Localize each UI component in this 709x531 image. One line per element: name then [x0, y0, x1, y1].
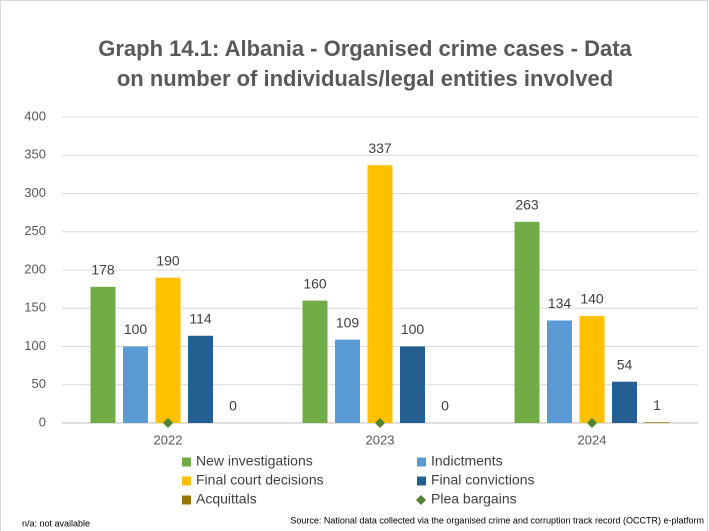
- value-label: 0: [229, 398, 237, 414]
- legend-swatch: [417, 476, 426, 486]
- plea-marker: [375, 418, 385, 428]
- bar: [514, 221, 540, 423]
- bar: [547, 320, 572, 423]
- bar: [302, 300, 328, 423]
- bar: [123, 346, 148, 423]
- y-tick-label: 200: [24, 261, 46, 276]
- value-label: 114: [189, 310, 212, 326]
- legend-label: New investigations: [196, 453, 313, 469]
- x-tick-label: 2022: [154, 432, 183, 447]
- value-label: 263: [515, 197, 539, 213]
- legend-label: Final court decisions: [196, 472, 324, 488]
- y-tick-label: 250: [24, 223, 46, 238]
- y-tick-label: 350: [24, 147, 46, 162]
- value-label: 109: [336, 314, 360, 330]
- legend-swatch: [182, 457, 191, 467]
- y-tick-label: 50: [32, 376, 46, 391]
- chart-title: on number of individuals/legal entities …: [117, 66, 613, 91]
- value-label: 134: [548, 295, 572, 311]
- bar: [188, 335, 213, 423]
- legend-label: Acquittals: [196, 491, 257, 507]
- note: n/a: not available: [22, 518, 90, 528]
- value-label: 337: [368, 140, 392, 156]
- x-tick-label: 2023: [366, 432, 395, 447]
- y-tick-label: 100: [24, 338, 46, 353]
- legend-label: Indictments: [431, 453, 503, 469]
- value-label: 160: [303, 275, 327, 291]
- bar: [612, 381, 637, 423]
- bar: [367, 165, 393, 423]
- legend-swatch: [182, 495, 191, 505]
- value-label: 140: [580, 291, 604, 307]
- bar: [644, 422, 670, 423]
- value-label: 178: [91, 262, 115, 278]
- value-label: 0: [441, 398, 449, 414]
- bar: [335, 339, 360, 423]
- source: Source: National data collected via the …: [290, 515, 704, 525]
- legend-marker: [416, 495, 426, 505]
- legend-swatch: [417, 457, 426, 467]
- legend-label: Plea bargains: [431, 491, 517, 507]
- bar: [155, 277, 181, 423]
- value-label: 54: [617, 356, 633, 372]
- plea-marker: [163, 418, 173, 428]
- value-label: 100: [401, 321, 425, 337]
- y-tick-label: 300: [24, 185, 46, 200]
- y-tick-label: 0: [39, 414, 46, 429]
- y-tick-label: 150: [24, 300, 46, 315]
- legend-swatch: [182, 476, 191, 486]
- y-tick-label: 400: [24, 108, 46, 123]
- value-label: 190: [156, 252, 180, 268]
- legend-label: Final convictions: [431, 472, 535, 488]
- chart-title: Graph 14.1: Albania - Organised crime ca…: [98, 36, 632, 61]
- value-label: 100: [124, 321, 148, 337]
- bar: [90, 286, 116, 423]
- bar: [400, 346, 425, 423]
- plea-marker: [587, 418, 597, 428]
- value-label: 1: [653, 397, 661, 413]
- bar: [579, 315, 605, 423]
- x-tick-label: 2024: [578, 432, 607, 447]
